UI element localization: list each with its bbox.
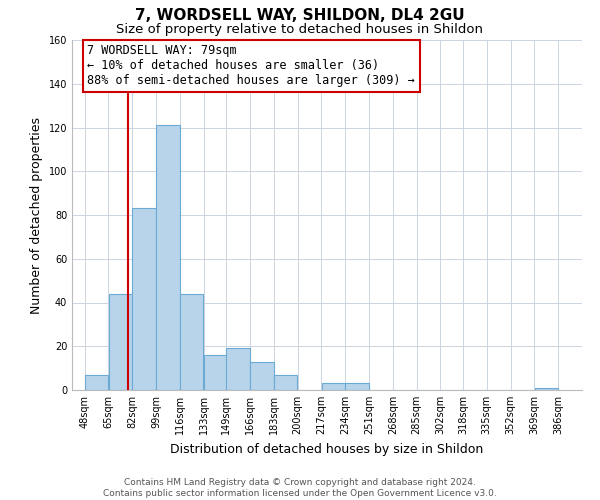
Bar — [180, 294, 203, 390]
Text: 7, WORDSELL WAY, SHILDON, DL4 2GU: 7, WORDSELL WAY, SHILDON, DL4 2GU — [135, 8, 465, 22]
Bar — [109, 294, 132, 390]
Bar — [204, 355, 227, 390]
Text: Size of property relative to detached houses in Shildon: Size of property relative to detached ho… — [116, 22, 484, 36]
Y-axis label: Number of detached properties: Number of detached properties — [30, 116, 43, 314]
X-axis label: Distribution of detached houses by size in Shildon: Distribution of detached houses by size … — [170, 442, 484, 456]
Bar — [322, 384, 345, 390]
Bar — [156, 126, 179, 390]
Bar — [85, 374, 108, 390]
Text: 7 WORDSELL WAY: 79sqm
← 10% of detached houses are smaller (36)
88% of semi-deta: 7 WORDSELL WAY: 79sqm ← 10% of detached … — [88, 44, 415, 88]
Bar — [346, 384, 369, 390]
Bar — [274, 374, 298, 390]
Bar — [226, 348, 250, 390]
Bar — [535, 388, 558, 390]
Bar — [133, 208, 156, 390]
Text: Contains HM Land Registry data © Crown copyright and database right 2024.
Contai: Contains HM Land Registry data © Crown c… — [103, 478, 497, 498]
Bar — [250, 362, 274, 390]
